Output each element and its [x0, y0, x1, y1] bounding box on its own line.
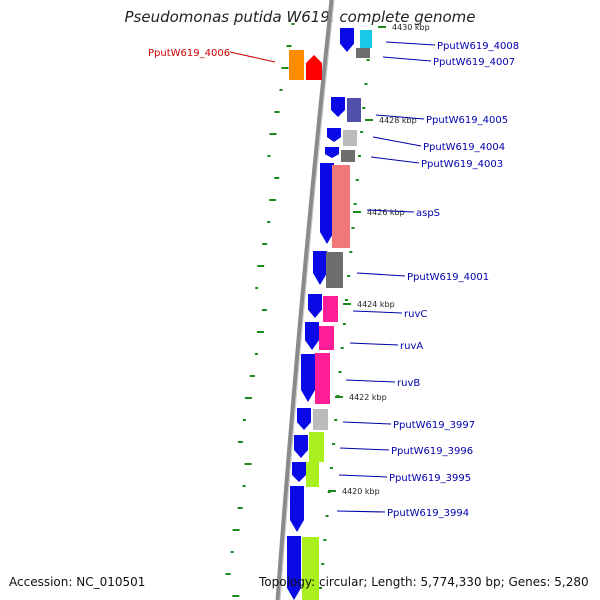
- cds-arrow-reverse: [325, 147, 339, 158]
- backbone-highlight: [279, 0, 335, 600]
- cds-arrow-reverse: [301, 354, 315, 402]
- gene-label-PputW619_4004[interactable]: PputW619_4004: [423, 142, 505, 153]
- cds-arrow-reverse: [297, 408, 311, 430]
- label-leader: [382, 56, 432, 62]
- label-leader: [385, 41, 436, 46]
- cds-block-PputW619_4007: [356, 48, 370, 58]
- gene-label-PputW619_3994[interactable]: PputW619_3994: [387, 508, 469, 519]
- cds-block-PputW619_3994: [302, 537, 319, 600]
- gene-label-PputW619_4005[interactable]: PputW619_4005: [426, 115, 508, 126]
- cds-arrow-reverse: [308, 294, 322, 318]
- cds-arrow-reverse: [327, 128, 341, 142]
- gene-labels: PputW619_4008 PputW619_4007 PputW619_4006 P…: [148, 41, 519, 519]
- label-leader: [370, 156, 420, 164]
- cds-arrow-reverse: [292, 462, 306, 482]
- cds-block-PputW619_4008: [360, 30, 372, 48]
- cds-block-PputW619_3997: [313, 409, 328, 430]
- cds-arrow-reverse: [320, 163, 334, 244]
- genome-backbone: [275, 0, 335, 600]
- gene-label-ruvB[interactable]: ruvB: [397, 378, 420, 389]
- gene-label-PputW619_4001[interactable]: PputW619_4001: [407, 272, 489, 283]
- cds-arrow-reverse: [305, 322, 319, 350]
- gene-label-PputW619_4003[interactable]: PputW619_4003: [421, 159, 503, 170]
- gene-label-PputW619_3995[interactable]: PputW619_3995: [389, 473, 471, 484]
- label-leader: [336, 510, 386, 513]
- kbp-label: 4426 kbp: [367, 208, 405, 217]
- backbone-line: [275, 0, 335, 600]
- gene-label-PputW619_4007[interactable]: PputW619_4007: [433, 57, 515, 68]
- gene-label-aspS[interactable]: aspS: [416, 208, 440, 219]
- gene-label-ruvA[interactable]: ruvA: [400, 341, 423, 352]
- cds-block-ruvC: [323, 296, 338, 322]
- cds-arrow-reverse: [313, 251, 327, 285]
- cds-block-PputW619_4003: [341, 150, 355, 162]
- label-leader: [339, 447, 390, 451]
- cds-block-PputW619_3995: [306, 462, 319, 487]
- kbp-label: 4420 kbp: [342, 487, 380, 496]
- cds-block-aspS: [332, 165, 350, 248]
- kbp-scale: 4430 kbp 4428 kbp 4426 kbp 4424 kbp 4422 kbp…: [328, 23, 430, 496]
- kbp-label: 4422 kbp: [349, 393, 387, 402]
- label-leader: [366, 209, 415, 213]
- kbp-label: 4430 kbp: [392, 23, 430, 32]
- cds-arrow-reverse: [331, 97, 345, 117]
- cds-arrow-reverse: [290, 486, 304, 532]
- label-leader: [349, 342, 399, 346]
- gene-label-PputW619_3996[interactable]: PputW619_3996: [391, 446, 473, 457]
- gc-skew-track: [225, 23, 370, 597]
- cds-arrow-reverse: [287, 536, 301, 600]
- label-leader: [372, 136, 422, 147]
- forward-strand-cds-track: [289, 30, 372, 600]
- cds-block-ruvA: [319, 326, 334, 350]
- label-leader: [345, 379, 396, 383]
- gene-label-ruvC[interactable]: ruvC: [404, 309, 427, 320]
- cds-block-PputW619_4004: [343, 130, 357, 146]
- gene-label-PputW619_4008[interactable]: PputW619_4008: [437, 41, 519, 52]
- reverse-strand-cds-track: [287, 28, 354, 600]
- label-leader: [338, 474, 388, 478]
- accession-text: Accession: NC_010501: [9, 575, 146, 589]
- map-title: Pseudomonas putida W619, complete genome: [124, 8, 476, 26]
- cds-arrow-forward: [306, 55, 322, 80]
- label-leader: [375, 114, 425, 120]
- gene-label-PputW619_4006[interactable]: PputW619_4006: [148, 48, 230, 59]
- topology-text: Topology: circular; Length: 5,774,330 bp…: [259, 575, 589, 589]
- label-leader: [352, 310, 403, 314]
- label-leader: [342, 421, 392, 425]
- gene-label-PputW619_3997[interactable]: PputW619_3997: [393, 420, 475, 431]
- label-leader: [229, 51, 276, 63]
- label-leader: [356, 272, 406, 277]
- cds-arrow-reverse: [340, 28, 354, 52]
- kbp-label: 4428 kbp: [379, 116, 417, 125]
- kbp-label: 4424 kbp: [357, 300, 395, 309]
- cds-block-PputW619_3996: [309, 432, 324, 462]
- cds-block-ruvB: [315, 353, 330, 404]
- cds-block-PputW619_4001: [326, 252, 343, 288]
- cds-arrow-reverse: [294, 435, 308, 458]
- cds-block-PputW619_4006: [289, 50, 304, 80]
- cds-block-PputW619_4005: [347, 98, 361, 122]
